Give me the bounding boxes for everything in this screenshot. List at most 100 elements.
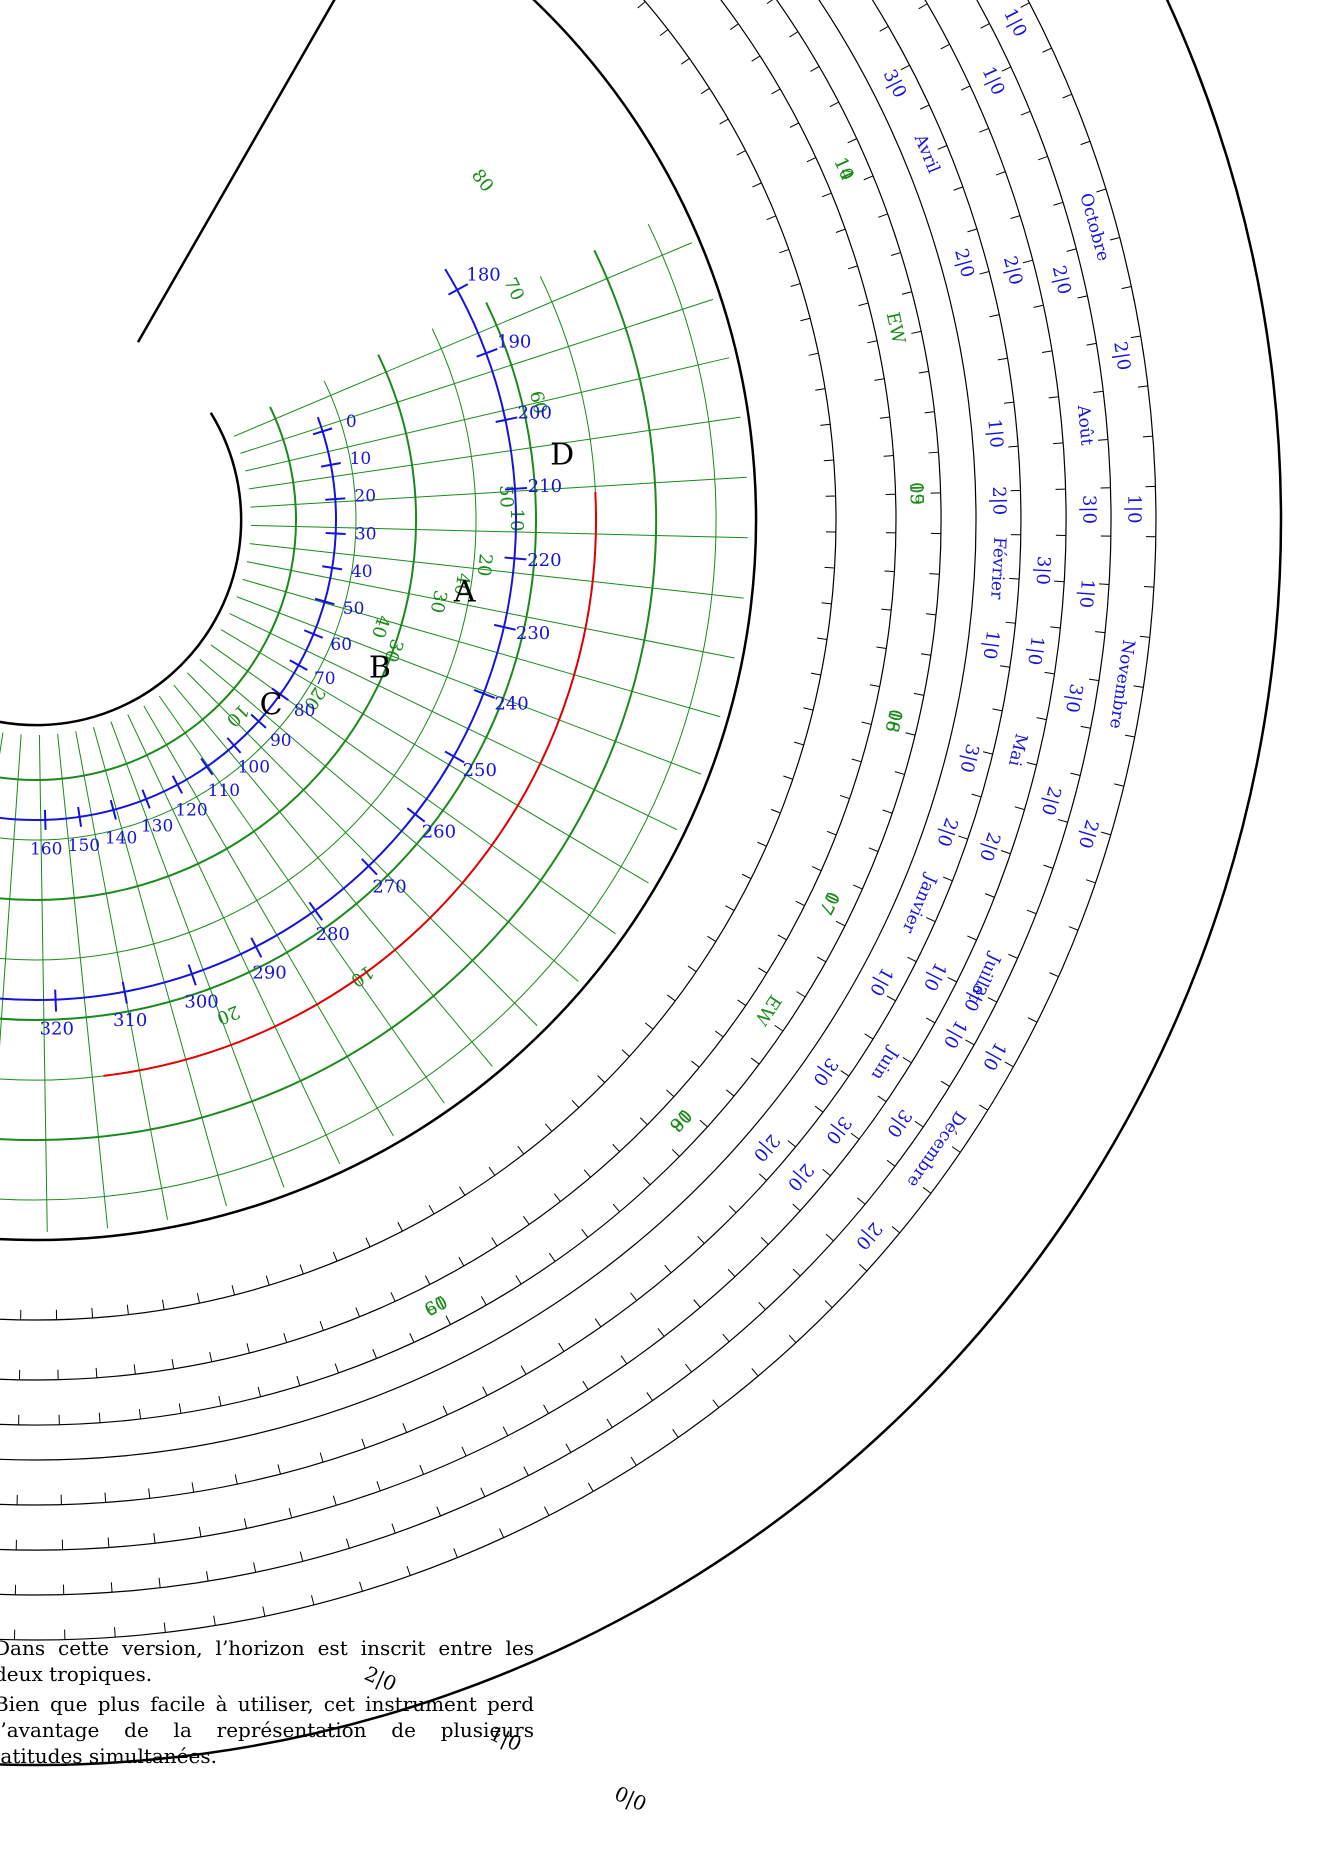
track-tick — [206, 1571, 209, 1582]
azimuth-label-outer: 290 — [252, 962, 286, 983]
azimuth-tick-inner — [226, 737, 242, 754]
track-tick — [594, 1318, 602, 1328]
track-tick — [1043, 864, 1054, 869]
azimuth-label-outer: 280 — [316, 924, 350, 945]
track-tick — [664, 1264, 672, 1274]
track-tick — [319, 1320, 324, 1331]
track-tick — [757, 841, 767, 847]
track-tick — [409, 1333, 415, 1343]
track-tick — [817, 637, 828, 641]
azimuth-label-inner: 10 — [350, 449, 372, 469]
track-tick — [265, 1275, 270, 1286]
grid-label: 30 — [426, 588, 451, 615]
track-tick — [620, 1355, 628, 1365]
grid-label: 40 — [450, 571, 474, 597]
hour-ring-1 — [0, 0, 837, 1321]
grid-ray — [236, 596, 702, 775]
hour-label: 17 — [814, 888, 843, 918]
track-tick — [657, 1328, 665, 1337]
azimuth-label-outer: 220 — [527, 550, 561, 571]
track-tick — [727, 1268, 736, 1277]
hour-label: 09 — [905, 482, 927, 506]
track-tick — [879, 416, 890, 419]
hour-ring-3 — [0, 0, 942, 1426]
caption-horizon: Dans cette version, l’horizon est inscri… — [0, 1636, 534, 1686]
track-tick — [1130, 335, 1141, 339]
azimuth-label-inner: 130 — [141, 817, 173, 837]
track-tick — [1114, 783, 1125, 787]
track-tick — [789, 122, 800, 128]
track-tick — [606, 1418, 613, 1428]
track-tick — [246, 1343, 250, 1354]
track-tick — [829, 101, 839, 108]
track-tick — [926, 917, 936, 923]
track-tick — [965, 1039, 975, 1046]
track-tick — [277, 1464, 281, 1475]
track-tick — [1036, 717, 1047, 721]
day-label: 1|0 — [865, 964, 897, 999]
track-tick — [1085, 879, 1096, 884]
track-tick — [971, 793, 982, 798]
track-tick — [262, 1606, 266, 1617]
azimuth-tick-outer — [121, 981, 128, 1004]
track-tick — [133, 1364, 136, 1375]
track-tick — [826, 830, 837, 836]
track-tick — [319, 1452, 324, 1463]
azimuth-label-outer: 310 — [113, 1010, 147, 1031]
track-tick — [925, 1017, 936, 1024]
track-tick — [1020, 110, 1031, 116]
inner-rim — [0, 0, 758, 1242]
track-tick — [153, 1533, 156, 1544]
track-tick — [894, 771, 905, 775]
grid-ray — [173, 684, 493, 1067]
track-tick — [545, 1123, 553, 1132]
grid-ray — [250, 476, 747, 508]
track-tick — [310, 1595, 315, 1606]
grid-ray — [233, 242, 692, 437]
zone-letter: B — [369, 651, 391, 686]
azimuth-tick-outer — [447, 283, 469, 296]
track-boundary-c — [0, 0, 1112, 1596]
track-tick — [163, 1622, 166, 1633]
track-tick — [823, 459, 834, 462]
track-tick — [110, 1582, 113, 1593]
track-tick — [499, 1528, 505, 1538]
track-tick — [876, 646, 887, 650]
day-label: 2|0 — [1037, 784, 1065, 818]
day-label: 3|0 — [1061, 682, 1087, 714]
track-tick — [1121, 286, 1132, 290]
azimuth-tick-inner — [271, 687, 289, 701]
track-tick — [1026, 761, 1037, 766]
track-tick — [814, 1105, 824, 1113]
track-tick — [1097, 438, 1109, 441]
track-tick — [1054, 580, 1065, 583]
track-tick — [714, 1030, 724, 1038]
track-tick — [581, 1229, 589, 1238]
grid-ray — [248, 416, 741, 490]
track-tick — [847, 138, 857, 144]
track-tick — [621, 1049, 630, 1057]
track-tick — [104, 1492, 107, 1503]
track-tick — [1053, 201, 1064, 206]
grid-ray — [143, 705, 394, 1137]
track-tick — [771, 88, 781, 95]
track-tick — [148, 1488, 151, 1499]
track-tick — [877, 1095, 887, 1102]
track-tick — [882, 809, 893, 814]
month-label: Octobre — [1075, 191, 1113, 263]
track-tick — [1066, 248, 1077, 252]
hour-label: 08 — [880, 707, 906, 734]
track-tick — [693, 1299, 701, 1308]
track-tick — [890, 252, 901, 256]
track-tick — [979, 271, 990, 275]
track-tick — [558, 1342, 565, 1352]
track-tick — [937, 145, 948, 150]
track-tick — [980, 23, 990, 29]
track-tick — [296, 1375, 301, 1386]
horizon-curve — [103, 491, 597, 1077]
track-tick — [929, 573, 940, 575]
day-label: 1|0 — [1123, 494, 1144, 523]
track-tick — [758, 1173, 768, 1181]
track-tick — [630, 1292, 638, 1301]
track-tick — [926, 613, 937, 616]
